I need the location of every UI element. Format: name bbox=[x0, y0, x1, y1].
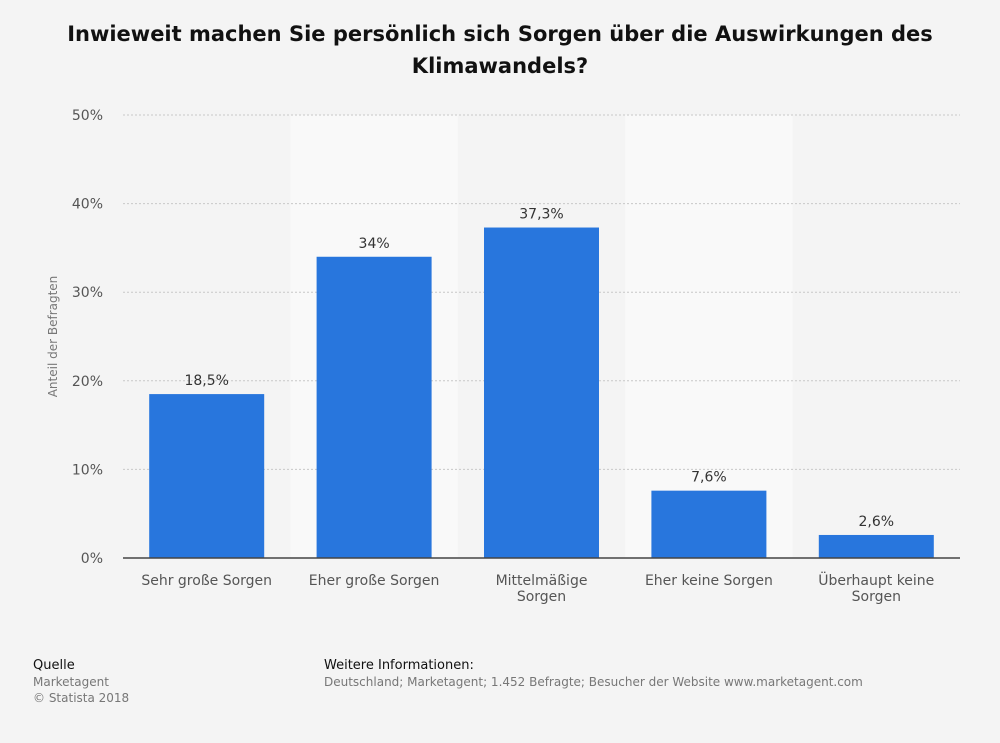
copyright: © Statista 2018 bbox=[33, 691, 130, 705]
y-tick-label: 50% bbox=[72, 108, 103, 124]
y-tick-label: 20% bbox=[72, 374, 103, 390]
source-block: Quelle Marketagent © Statista 2018 bbox=[33, 658, 129, 706]
data-label: 2,6% bbox=[859, 514, 895, 530]
x-tick-label: Sehr große Sorgen bbox=[141, 573, 272, 589]
bar bbox=[316, 256, 432, 558]
x-tick-label: Überhaupt keine Sorgen bbox=[818, 571, 934, 605]
y-tick-label: 40% bbox=[72, 197, 103, 213]
chart-title: Inwieweit machen Sie persönlich sich Sor… bbox=[67, 22, 933, 78]
data-label: 34% bbox=[359, 236, 390, 252]
bar bbox=[149, 394, 265, 558]
bar bbox=[651, 490, 767, 558]
y-axis-title: Anteil der Befragten bbox=[46, 276, 60, 398]
x-tick-label: Eher keine Sorgen bbox=[645, 573, 773, 589]
bar bbox=[818, 534, 934, 558]
data-label: 7,6% bbox=[691, 470, 727, 486]
y-tick-label: 0% bbox=[81, 551, 103, 567]
info-block: Weitere Informationen: Deutschland; Mark… bbox=[324, 658, 863, 690]
source-name: Marketagent bbox=[33, 675, 109, 689]
info-text: Deutschland; Marketagent; 1.452 Befragte… bbox=[324, 675, 863, 689]
data-label: 37,3% bbox=[519, 207, 563, 223]
bar bbox=[484, 227, 599, 558]
data-label: 18,5% bbox=[184, 373, 228, 389]
x-tick-label: Mittelmäßige Sorgen bbox=[496, 573, 588, 605]
y-tick-label: 10% bbox=[72, 462, 103, 478]
y-tick-label: 30% bbox=[72, 285, 103, 301]
background-band bbox=[625, 115, 793, 558]
source-heading: Quelle bbox=[33, 658, 75, 673]
x-tick-label: Eher große Sorgen bbox=[309, 573, 440, 589]
info-heading: Weitere Informationen: bbox=[324, 658, 474, 673]
